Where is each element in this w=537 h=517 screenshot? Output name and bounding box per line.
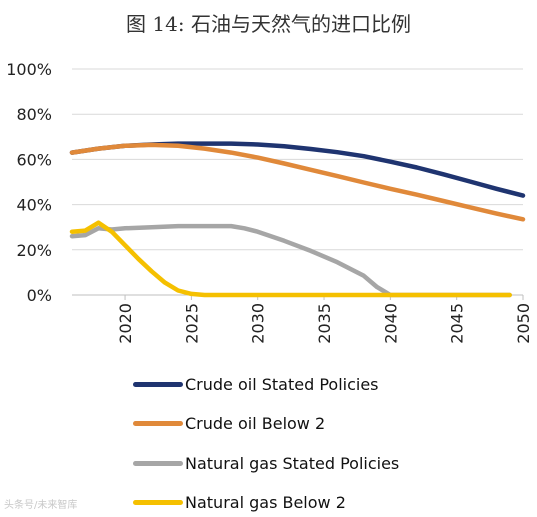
legend-label: Crude oil Below 2 [185, 413, 326, 433]
x-tick-label: 2035 [315, 303, 334, 344]
legend-item: Natural gas Below 2 [133, 490, 346, 514]
x-tick-label: 2030 [249, 303, 268, 344]
y-tick-label: 40% [16, 196, 52, 215]
series-line-4 [69, 220, 512, 298]
x-tick-label: 2040 [381, 303, 400, 344]
x-tick-label: 2025 [182, 303, 201, 344]
x-tick-label: 2050 [514, 303, 533, 344]
y-tick-label: 100% [6, 60, 52, 79]
legend-swatch [133, 499, 183, 505]
legend-swatch [133, 381, 183, 387]
chart-title: 图 14: 石油与天然气的进口比例 [126, 12, 411, 36]
legend-label: Natural gas Below 2 [185, 492, 346, 512]
legend-swatch [133, 460, 183, 466]
y-axis-ticks: 0% 20% 40% 60% 80% 100% [6, 60, 52, 305]
y-tick-label: 60% [16, 150, 52, 169]
legend-label: Natural gas Stated Policies [185, 453, 400, 473]
y-tick-label: 0% [27, 286, 52, 305]
x-axis-ticks: 2020 2025 2030 2035 2040 2045 2050 [116, 303, 533, 344]
series-line-2 [69, 142, 526, 222]
gridlines [72, 68, 524, 300]
legend-item: Crude oil Stated Policies [133, 372, 379, 396]
legend-swatch [133, 420, 183, 426]
series-line-1 [69, 141, 526, 198]
y-tick-label: 20% [16, 241, 52, 260]
legend-label: Crude oil Stated Policies [185, 374, 379, 394]
x-tick-label: 2020 [116, 303, 135, 344]
watermark: 头条号/未来智库 [4, 500, 78, 511]
legend-item: Crude oil Below 2 [133, 411, 325, 435]
legend-item: Natural gas Stated Policies [133, 451, 399, 475]
x-tick-label: 2045 [448, 303, 467, 344]
series-lines [69, 141, 526, 298]
y-tick-label: 80% [16, 105, 52, 124]
